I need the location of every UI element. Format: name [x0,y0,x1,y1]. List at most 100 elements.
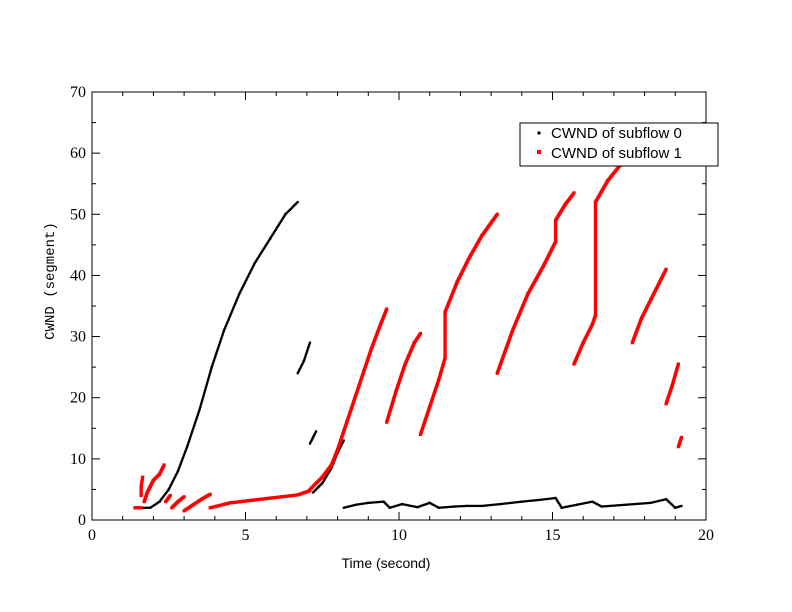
data-point [595,502,598,505]
data-point [676,362,680,366]
data-point [251,266,254,269]
data-point [667,500,670,503]
data-point [311,436,315,439]
data-point [201,398,204,401]
data-point [208,372,212,375]
data-point [654,500,657,503]
data-point [473,504,476,508]
data-point [322,479,325,482]
data-point [237,295,240,298]
data-point [229,313,232,316]
data-point [585,501,588,504]
data-point [572,191,576,195]
data-point [305,352,308,356]
data-point [410,504,413,508]
data-point [207,378,210,381]
data-point [673,505,676,508]
data-point [268,237,272,240]
data-point [342,506,345,509]
data-point [191,429,194,432]
data-point [593,501,597,505]
data-point [596,503,599,506]
data-point [308,341,312,344]
data-point [437,506,441,509]
data-point [150,505,153,508]
data-point [255,259,258,262]
data-point [664,267,668,271]
data-point [539,498,542,501]
data-point [327,472,330,475]
data-point [200,399,204,402]
data-point [280,219,283,222]
data-point [513,501,516,504]
data-point [419,505,422,508]
data-point [381,500,384,503]
data-point [243,281,247,284]
data-point [258,254,261,257]
data-point [168,486,171,490]
data-point [536,499,539,502]
data-point [299,366,302,369]
data-point [260,250,264,253]
data-point [174,475,177,478]
data-point [451,505,454,508]
data-point [424,503,427,506]
data-point [646,502,649,505]
data-point [641,502,645,505]
data-point [496,503,499,506]
data-point [540,498,543,501]
data-point [199,405,202,408]
data-point [597,504,601,507]
data-point [427,502,430,505]
data-point [220,336,223,339]
data-point [227,319,230,322]
data-point [632,503,635,506]
data-point [396,504,400,507]
data-point [159,499,162,502]
data-point [379,500,382,503]
data-point [197,411,200,414]
data-point [649,501,652,504]
data-point [256,256,260,260]
data-point [522,500,525,503]
data-point [392,505,395,508]
data-point [420,504,423,507]
data-point [182,495,186,499]
data-point [359,502,362,506]
data-point [183,452,186,455]
data-point [277,223,281,226]
data-point [231,308,234,312]
y-tick-label: 50 [70,206,86,223]
data-point [543,498,546,501]
data-point [242,284,245,287]
data-point [230,311,233,314]
data-point [190,432,193,435]
data-point [215,351,218,354]
data-point [374,501,378,504]
data-point [675,506,678,509]
data-point [542,498,545,501]
data-point [163,494,166,497]
data-point [321,480,325,484]
data-point [435,505,438,508]
data-point [663,498,666,501]
data-point [182,454,186,457]
data-point [161,496,164,500]
data-point [505,502,508,505]
data-point [266,241,269,244]
data-point [188,438,191,441]
data-point [200,401,203,404]
data-point [565,505,568,508]
data-point [552,497,556,500]
data-point [206,379,209,382]
data-point [225,323,228,326]
legend-label-subflow-0: CWND of subflow 0 [551,125,682,142]
data-point [666,499,669,502]
data-point [284,213,287,216]
data-point [474,504,477,508]
data-point [313,433,316,437]
data-point [495,212,499,216]
data-point [301,362,304,365]
data-point [228,316,231,319]
data-point [411,505,414,508]
